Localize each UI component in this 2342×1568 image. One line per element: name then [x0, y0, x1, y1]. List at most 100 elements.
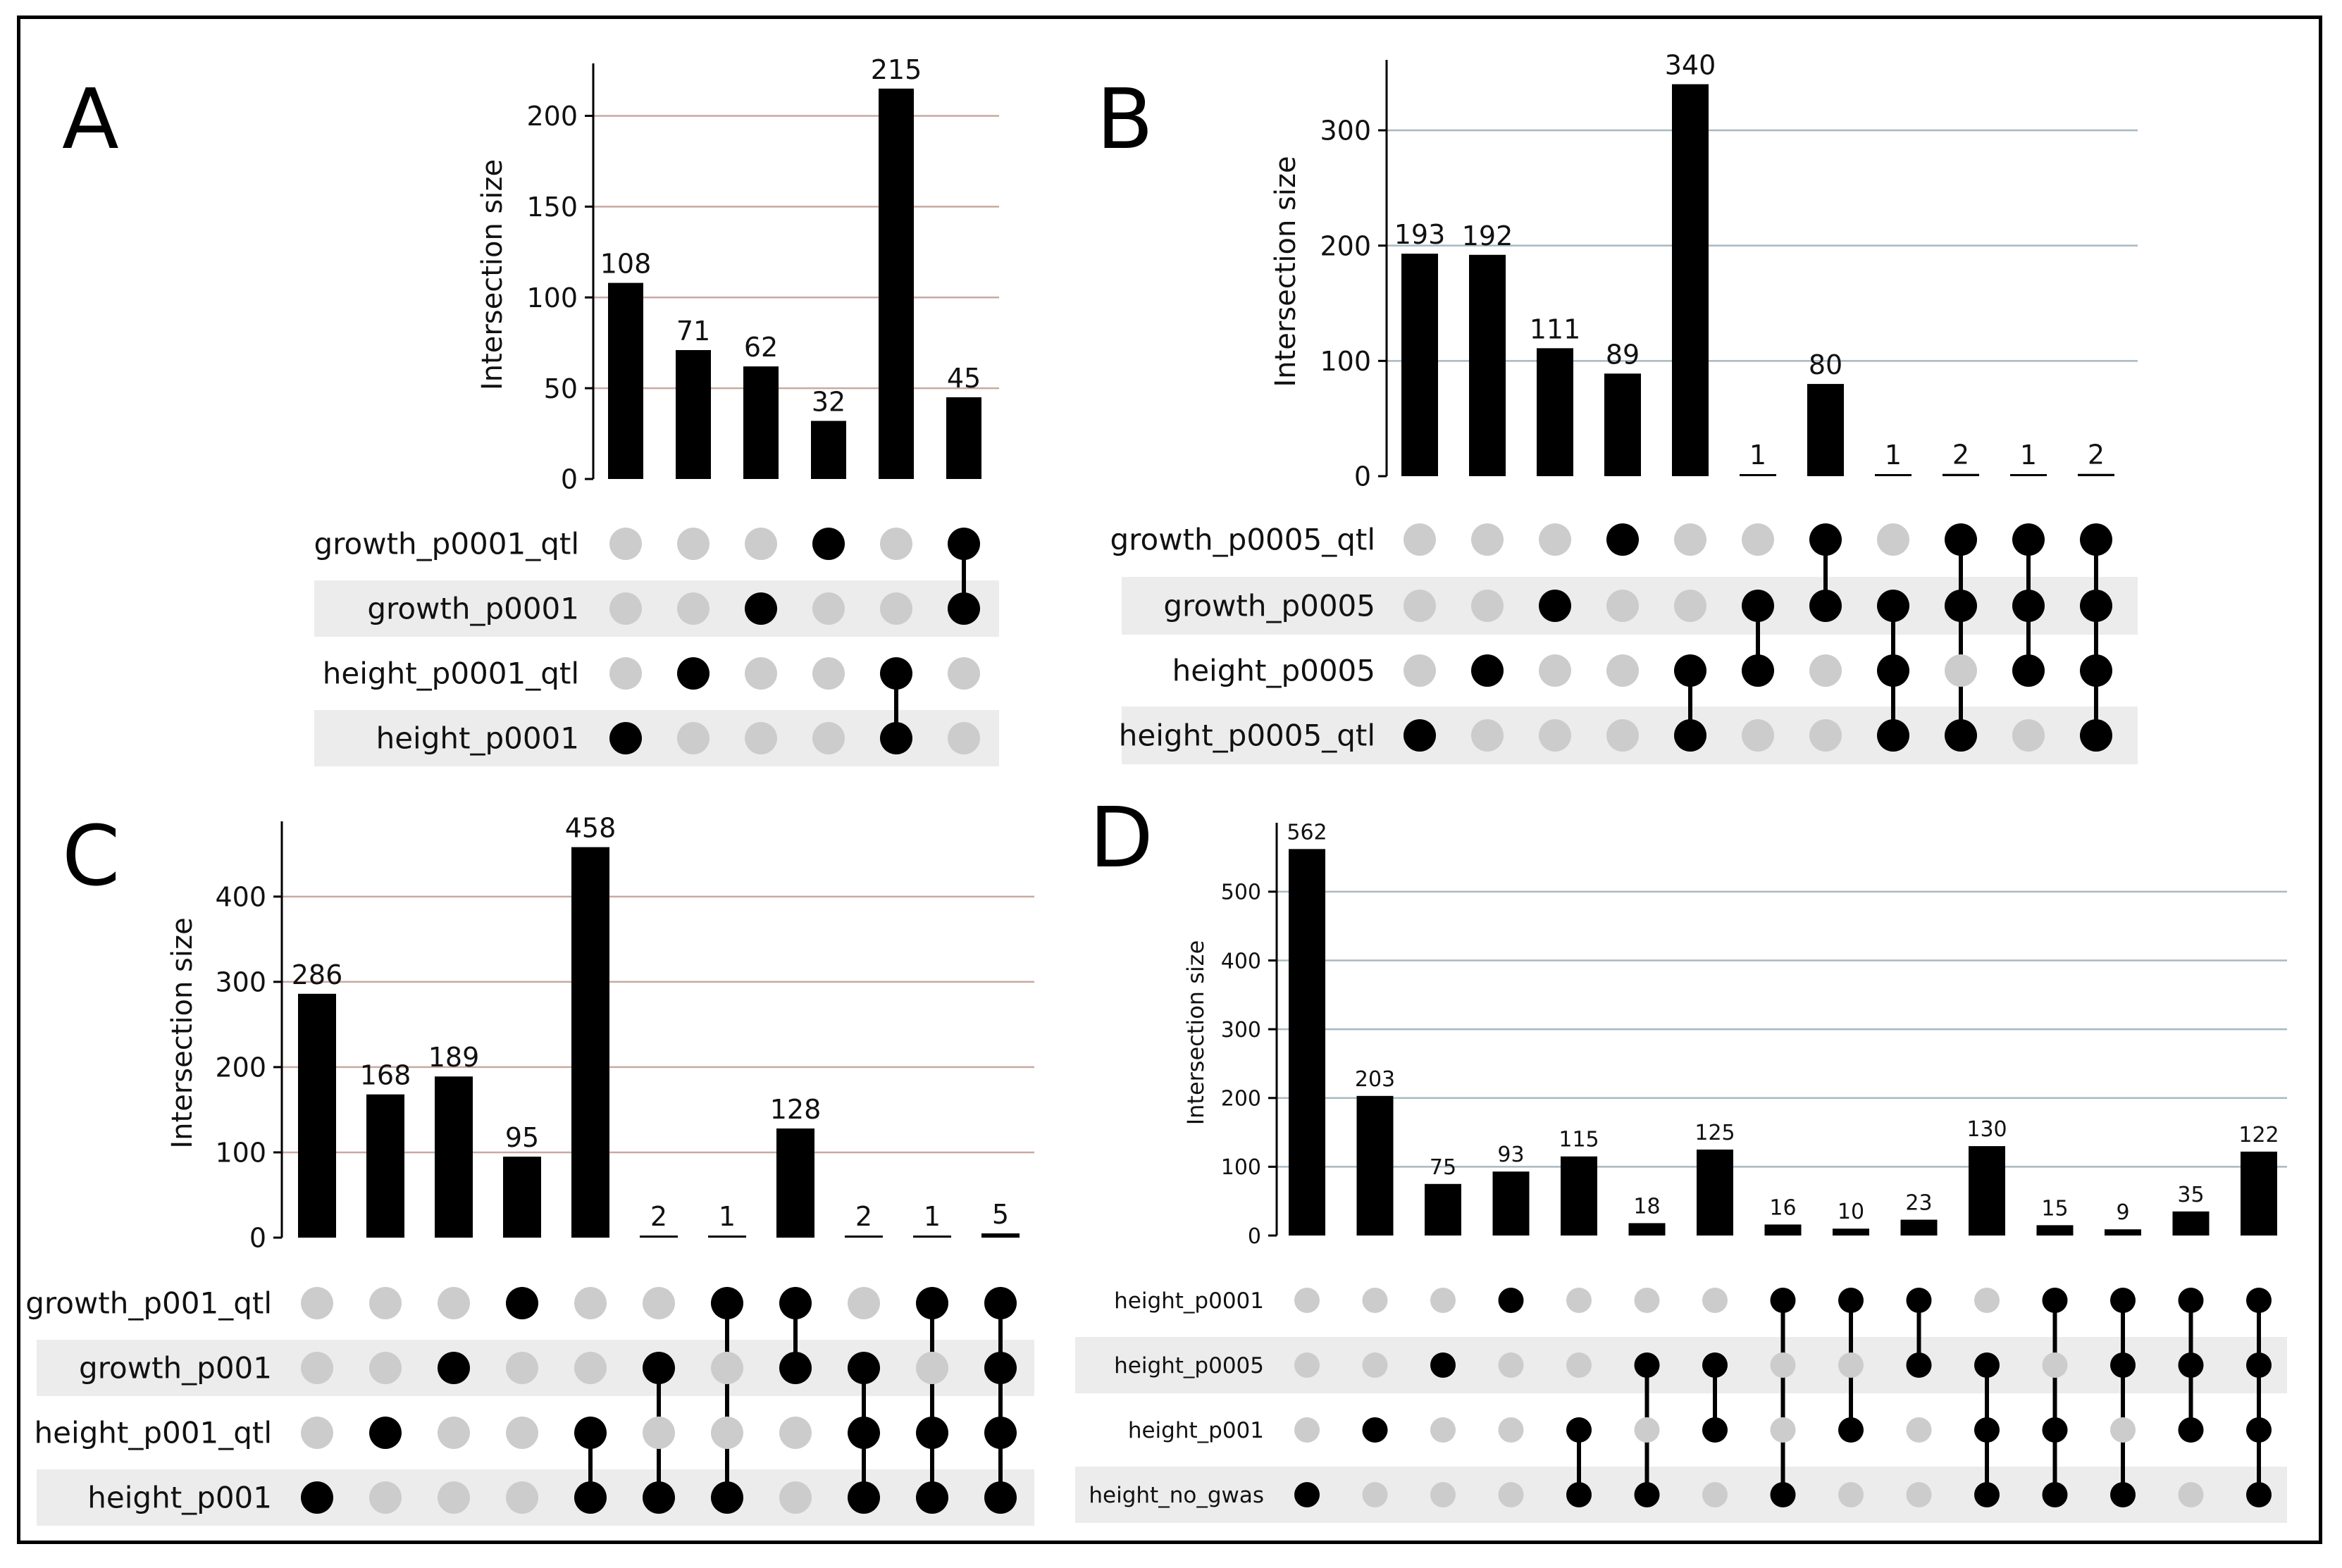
- set-label: height_p0001_qtl: [323, 657, 579, 691]
- bar-value-label: 193: [1394, 219, 1446, 250]
- matrix-dot-active: [916, 1481, 948, 1514]
- matrix-dot-active: [1430, 1352, 1456, 1378]
- set-label: growth_p0001: [367, 592, 579, 626]
- matrix-dot-inactive: [848, 1287, 880, 1319]
- bar: [1492, 1171, 1530, 1236]
- matrix-dot-active: [948, 592, 980, 625]
- y-tick-label: 400: [1221, 949, 1261, 973]
- matrix-dot-active: [1634, 1352, 1660, 1378]
- bar: [298, 993, 336, 1238]
- matrix-dot-active: [1906, 1288, 1932, 1313]
- matrix-dot-inactive: [301, 1287, 333, 1319]
- bar-value-label: 10: [1838, 1200, 1864, 1224]
- bar-value-label: 62: [744, 332, 778, 363]
- bar-value-label: 1: [924, 1201, 941, 1232]
- matrix-dot-active: [2110, 1482, 2136, 1507]
- bar: [571, 847, 609, 1238]
- bar-value-label: 192: [1462, 220, 1513, 251]
- y-axis-label: Intersection size: [476, 159, 509, 390]
- bar-value-label: 35: [2177, 1183, 2204, 1207]
- bar-value-label: 45: [947, 363, 981, 394]
- matrix-dot-active: [812, 528, 845, 560]
- y-tick-label: 100: [526, 282, 578, 313]
- matrix-dot-inactive: [1430, 1417, 1456, 1443]
- matrix-dot-inactive: [1471, 523, 1504, 556]
- matrix-dot-active: [1945, 590, 1977, 622]
- panel-a: A 0 50 100 150 200 Intersection size 108 71 62 32 2…: [62, 54, 999, 766]
- matrix-dot-active: [1566, 1417, 1592, 1443]
- matrix-dot-inactive: [1742, 523, 1774, 556]
- matrix-dot-active: [2080, 590, 2112, 622]
- matrix-dot-inactive: [1471, 590, 1504, 622]
- matrix-dot-inactive: [812, 592, 845, 625]
- y-axis-label: Intersection size: [166, 917, 199, 1148]
- bar: [2172, 1211, 2210, 1236]
- bar-value-label: 340: [1665, 50, 1716, 81]
- matrix-dot-active: [1877, 719, 1909, 752]
- bar-value-label: 458: [565, 813, 617, 844]
- set-label: growth_p0001_qtl: [314, 527, 579, 561]
- matrix-dot-inactive: [506, 1417, 538, 1449]
- bar-value-label: 75: [1430, 1155, 1456, 1180]
- matrix-dot-active: [2012, 654, 2045, 687]
- bar-value-label: 1: [1885, 440, 1902, 471]
- matrix-dot-inactive: [506, 1352, 538, 1384]
- matrix-dot-inactive: [1974, 1288, 2000, 1313]
- bar-value-label: 203: [1355, 1067, 1395, 1092]
- y-tick-label: 300: [1221, 1018, 1261, 1043]
- bar: [2241, 1151, 2277, 1236]
- matrix-dot-inactive: [1634, 1288, 1660, 1313]
- matrix-dot-active: [1809, 590, 1842, 622]
- matrix-dot-inactive: [1606, 719, 1639, 752]
- matrix-dot-inactive: [1606, 654, 1639, 687]
- bar: [743, 366, 779, 479]
- matrix-dot-inactive: [1702, 1288, 1728, 1313]
- matrix-dot-active: [984, 1417, 1017, 1449]
- matrix-dot-inactive: [1539, 654, 1571, 687]
- bar: [1356, 1095, 1394, 1236]
- matrix-dot-inactive: [1539, 719, 1571, 752]
- bar: [776, 1128, 814, 1238]
- matrix-dot-inactive: [301, 1352, 333, 1384]
- matrix-dot-active: [848, 1352, 880, 1384]
- matrix-dot-active: [2178, 1288, 2204, 1313]
- matrix-dot-inactive: [574, 1352, 607, 1384]
- y-tick-label: 300: [215, 967, 266, 998]
- bar-value-label: 71: [676, 316, 710, 347]
- panel-d: D 0 100 200 300 400 500 Intersection size 562 203…: [1075, 789, 2287, 1523]
- matrix-dot-inactive: [1566, 1288, 1592, 1313]
- bar-value-label: 122: [2238, 1123, 2279, 1147]
- matrix-dot-inactive: [677, 528, 710, 560]
- panel-letter: D: [1089, 789, 1153, 886]
- matrix-dot-inactive: [609, 657, 642, 690]
- matrix-dot-active: [2080, 654, 2112, 687]
- matrix-dot-inactive: [369, 1352, 402, 1384]
- set-label: height_p0005_qtl: [1119, 718, 1375, 753]
- bar: [1875, 474, 1912, 476]
- matrix-dot-inactive: [609, 528, 642, 560]
- bar-value-label: 93: [1497, 1143, 1524, 1167]
- matrix-dot-active: [643, 1481, 675, 1514]
- y-tick-label: 100: [1320, 346, 1371, 377]
- set-label: growth_p0005_qtl: [1110, 523, 1375, 557]
- matrix-dot-inactive: [1362, 1288, 1388, 1313]
- matrix-dot-inactive: [506, 1481, 538, 1514]
- y-axis-label: Intersection size: [1270, 156, 1302, 387]
- matrix-dot-inactive: [1498, 1482, 1524, 1507]
- bar-value-label: 286: [292, 959, 343, 990]
- matrix-dot-active: [1634, 1482, 1660, 1507]
- bar: [2036, 1225, 2074, 1236]
- matrix-dot-active: [369, 1417, 402, 1449]
- bar-value-label: 2: [650, 1201, 667, 1232]
- matrix-row-shade: [1075, 1337, 2287, 1393]
- matrix-dot-active: [779, 1352, 812, 1384]
- bar-value-label: 2: [2088, 440, 2105, 471]
- matrix-dot-inactive: [1838, 1482, 1864, 1507]
- bar-value-label: 1: [2020, 440, 2037, 471]
- matrix-dot-inactive: [643, 1287, 675, 1319]
- matrix-dot-inactive: [1294, 1417, 1320, 1443]
- matrix-dot-active: [1838, 1288, 1864, 1313]
- matrix-dot-active: [779, 1287, 812, 1319]
- matrix-dot-inactive: [1498, 1352, 1524, 1378]
- y-tick-label: 200: [1320, 230, 1371, 261]
